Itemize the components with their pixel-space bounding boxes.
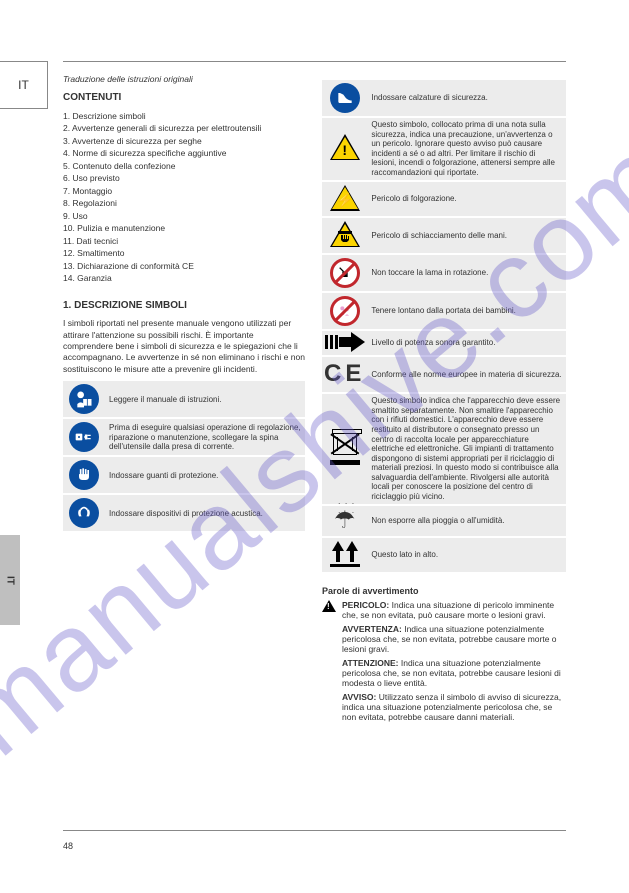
- footer-page-number: 48: [63, 841, 73, 851]
- bottom-divider: [63, 830, 566, 831]
- symbol-row: ⚡ Pericolo di folgorazione.: [322, 181, 566, 218]
- page-corner-box: IT: [0, 61, 48, 109]
- symbol-row: Pericolo di schiacciamento delle mani.: [322, 217, 566, 254]
- weee-icon: [330, 431, 360, 465]
- warning-icon: !: [330, 134, 360, 160]
- read-manual-icon: [69, 384, 99, 414]
- right-column: Indossare calzature di sicurezza. ! Ques…: [322, 80, 566, 726]
- toc-item: 4. Norme di sicurezza specifiche aggiunt…: [63, 148, 305, 159]
- symbol-row: Indossare dispositivi di protezione acus…: [63, 494, 305, 531]
- symbol-row: ! Questo simbolo, collocato prima di una…: [322, 117, 566, 181]
- symbol-desc: Non esporre alla pioggia o all'umidità.: [367, 505, 566, 537]
- ce-mark-icon: CE: [324, 360, 365, 387]
- toc-item: 12. Smaltimento: [63, 248, 305, 259]
- symbol-desc: Indossare dispositivi di protezione acus…: [105, 494, 305, 531]
- symbol-desc: Tenere lontano dalla portata dei bambini…: [367, 292, 566, 330]
- no-touch-blade-icon: [330, 258, 360, 288]
- left-symbol-table: Leggere il manuale di istruzioni. Prima …: [63, 381, 305, 531]
- symbol-desc: Questo simbolo, collocato prima di una n…: [367, 117, 566, 181]
- signal-notice: AVVISO: Utilizzato senza il simbolo di a…: [322, 692, 566, 722]
- toc-item: 5. Contenuto della confezione: [63, 161, 305, 172]
- signal-danger: PERICOLO: Indica una situazione di peric…: [322, 600, 566, 620]
- symbol-desc: Leggere il manuale di istruzioni.: [105, 381, 305, 418]
- signal-caution: ATTENZIONE: Indica una situazione potenz…: [322, 658, 566, 688]
- symbol-row: Questo lato in alto.: [322, 537, 566, 573]
- symbol-desc: Questo simbolo indica che l'apparecchio …: [367, 393, 566, 505]
- gloves-icon: [69, 460, 99, 490]
- danger-label: PERICOLO:: [342, 600, 389, 610]
- toc-item: 13. Dichiarazione di conformità CE: [63, 261, 305, 272]
- contents-heading: CONTENUTI: [63, 91, 305, 105]
- toc-item: 8. Regolazioni: [63, 198, 305, 209]
- keep-dry-icon: · · ·· · · ☂: [334, 509, 356, 533]
- symbol-desc: Pericolo di folgorazione.: [367, 181, 566, 218]
- symbol-desc: Livello di potenza sonora garantito.: [367, 330, 566, 357]
- symbol-desc: Indossare calzature di sicurezza.: [367, 80, 566, 117]
- warning-small-icon: [322, 600, 336, 612]
- symbol-desc: Questo lato in alto.: [367, 537, 566, 573]
- ear-protection-icon: [69, 498, 99, 528]
- top-divider: [63, 61, 566, 62]
- symbol-desc: Pericolo di schiacciamento delle mani.: [367, 217, 566, 254]
- symbol-desc: Prima di eseguire qualsiasi operazione d…: [105, 418, 305, 456]
- caution-label: ATTENZIONE:: [342, 658, 399, 668]
- warning-label: AVVERTENZA:: [342, 624, 402, 634]
- symbol-row: Livello di potenza sonora garantito.: [322, 330, 566, 357]
- hand-crush-icon: [330, 221, 360, 247]
- symbols-intro: I simboli riportati nel presente manuale…: [63, 318, 305, 375]
- symbol-row: Questo simbolo indica che l'apparecchio …: [322, 393, 566, 505]
- unplug-icon: [69, 422, 99, 452]
- symbol-row: Tenere lontano dalla portata dei bambini…: [322, 292, 566, 330]
- signal-warning: AVVERTENZA: Indica una situazione potenz…: [322, 624, 566, 654]
- toc-item: 6. Uso previsto: [63, 173, 305, 184]
- no-children-icon: [330, 296, 360, 326]
- toc-list: 1. Descrizione simboli 2. Avvertenze gen…: [63, 111, 305, 285]
- symbols-heading: 1. DESCRIZIONE SIMBOLI: [63, 299, 305, 313]
- toc-item: 11. Dati tecnici: [63, 236, 305, 247]
- symbol-desc: Indossare guanti di protezione.: [105, 456, 305, 494]
- this-way-up-icon: [330, 541, 360, 567]
- language-tab: IT: [0, 535, 20, 625]
- footwear-icon: [330, 83, 360, 113]
- symbol-row: Leggere il manuale di istruzioni.: [63, 381, 305, 418]
- toc-item: 7. Montaggio: [63, 186, 305, 197]
- translation-note: Traduzione delle istruzioni originali: [63, 74, 305, 85]
- toc-item: 3. Avvertenze di sicurezza per seghe: [63, 136, 305, 147]
- toc-item: 2. Avvertenze generali di sicurezza per …: [63, 123, 305, 134]
- symbol-row: Indossare calzature di sicurezza.: [322, 80, 566, 117]
- symbol-row: Non toccare la lama in rotazione.: [322, 254, 566, 292]
- symbol-row: Indossare guanti di protezione.: [63, 456, 305, 494]
- symbol-desc: Conforme alle norme europee in materia d…: [367, 356, 566, 393]
- symbol-row: Prima di eseguire qualsiasi operazione d…: [63, 418, 305, 456]
- signal-words-heading: Parole di avvertimento: [322, 586, 566, 596]
- symbol-row: · · ·· · · ☂ Non esporre alla pioggia o …: [322, 505, 566, 537]
- sound-power-icon: [325, 334, 365, 350]
- left-column: Traduzione delle istruzioni originali CO…: [63, 74, 305, 531]
- electric-hazard-icon: ⚡: [330, 185, 360, 211]
- toc-item: 1. Descrizione simboli: [63, 111, 305, 122]
- notice-label: AVVISO:: [342, 692, 376, 702]
- symbol-row: CE Conforme alle norme europee in materi…: [322, 356, 566, 393]
- toc-item: 14. Garanzia: [63, 273, 305, 284]
- right-symbol-table: Indossare calzature di sicurezza. ! Ques…: [322, 80, 566, 572]
- toc-item: 9. Uso: [63, 211, 305, 222]
- symbol-desc: Non toccare la lama in rotazione.: [367, 254, 566, 292]
- toc-item: 10. Pulizia e manutenzione: [63, 223, 305, 234]
